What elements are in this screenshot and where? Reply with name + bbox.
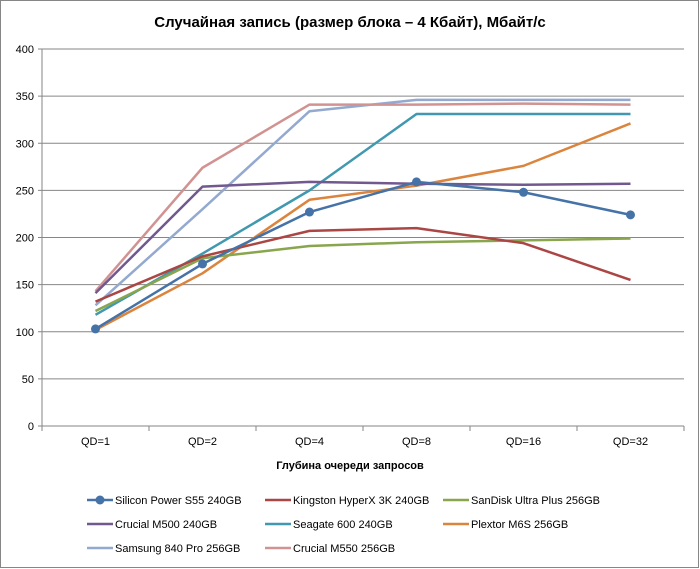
legend-marker bbox=[95, 495, 105, 505]
x-axis-label: Глубина очереди запросов bbox=[276, 460, 424, 472]
x-tick-label: QD=2 bbox=[188, 436, 217, 448]
series-line bbox=[94, 102, 631, 293]
y-tick-label: 100 bbox=[16, 327, 34, 339]
series-line bbox=[94, 237, 631, 313]
y-tick-label: 0 bbox=[28, 421, 34, 433]
legend-label: Kingston HyperX 3K 240GB bbox=[293, 495, 429, 507]
legend-label: SanDisk Ultra Plus 256GB bbox=[471, 495, 600, 507]
data-point bbox=[91, 324, 100, 334]
x-tick-label: QD=4 bbox=[295, 436, 324, 448]
legend-label: Crucial M550 256GB bbox=[293, 543, 395, 555]
legend-label: Silicon Power S55 240GB bbox=[115, 495, 242, 507]
data-point bbox=[305, 207, 314, 217]
legend-label: Crucial M500 240GB bbox=[115, 519, 217, 531]
series-line bbox=[95, 226, 631, 303]
data-point bbox=[519, 187, 528, 197]
legend-label: Seagate 600 240GB bbox=[293, 519, 393, 531]
series-line bbox=[94, 122, 631, 331]
x-tick-label: QD=8 bbox=[402, 436, 431, 448]
series-line bbox=[94, 180, 631, 294]
x-tick-label: QD=32 bbox=[613, 436, 648, 448]
legend-label: Samsung 840 Pro 256GB bbox=[115, 543, 240, 555]
series-line bbox=[94, 180, 631, 330]
chart-title: Случайная запись (размер блока – 4 Кбайт… bbox=[154, 14, 546, 31]
x-tick-label: QD=1 bbox=[81, 436, 110, 448]
y-tick-label: 200 bbox=[16, 233, 34, 245]
y-tick-label: 350 bbox=[16, 91, 34, 103]
data-point bbox=[198, 259, 207, 269]
y-tick-label: 400 bbox=[16, 44, 34, 56]
y-tick-label: 250 bbox=[16, 185, 34, 197]
y-tick-label: 50 bbox=[22, 374, 34, 386]
y-tick-label: 150 bbox=[16, 280, 34, 292]
x-tick-label: QD=16 bbox=[506, 436, 541, 448]
data-point bbox=[412, 177, 421, 187]
legend-label: Plextor M6S 256GB bbox=[471, 519, 568, 531]
y-tick-label: 300 bbox=[16, 138, 34, 150]
data-point bbox=[626, 210, 635, 220]
